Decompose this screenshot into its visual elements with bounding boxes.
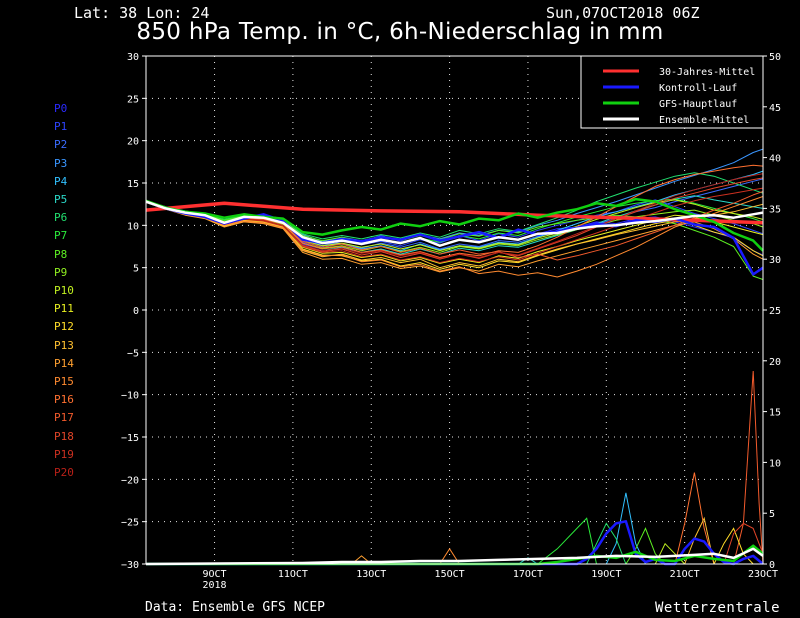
member-label-p15: P15 bbox=[54, 375, 74, 388]
member-label-p5: P5 bbox=[54, 193, 68, 206]
member-precip-line bbox=[674, 472, 715, 565]
y-right-tick-label: 0 bbox=[769, 560, 775, 571]
y-left-tick-label: −30 bbox=[121, 560, 139, 571]
precipitation-lines bbox=[351, 370, 764, 565]
member-label-p7: P7 bbox=[54, 229, 68, 243]
y-right-tick-label: 5 bbox=[769, 509, 775, 520]
member-label-p20: P20 bbox=[54, 466, 74, 479]
y-left-tick-label: −5 bbox=[127, 348, 139, 359]
member-line-p15 bbox=[145, 196, 764, 278]
x-tick-label: 13OCT bbox=[356, 569, 386, 580]
member-line-p11 bbox=[145, 201, 764, 264]
member-label-p12: P12 bbox=[54, 320, 74, 334]
y-left-tick-label: 0 bbox=[133, 306, 139, 317]
plot-frame bbox=[145, 55, 764, 565]
y-left-tick-label: −10 bbox=[121, 391, 139, 402]
y-right-tick-label: 10 bbox=[769, 458, 781, 469]
y-right-tick-label: 15 bbox=[769, 408, 781, 419]
member-precip-line bbox=[605, 492, 646, 565]
member-label-p3: P3 bbox=[54, 156, 68, 170]
y-right-tick-label: 20 bbox=[769, 357, 781, 368]
x-tick-label: 21OCT bbox=[670, 569, 700, 580]
y-right-tick-label: 35 bbox=[769, 204, 781, 215]
legend-label: Ensemble-Mittel bbox=[659, 115, 749, 126]
legend-label: GFS-Hauptlauf bbox=[659, 99, 737, 110]
y-left-tick-label: 20 bbox=[127, 137, 139, 148]
y-right-tick-label: 45 bbox=[769, 103, 781, 114]
chart-title: 850 hPa Temp. in °C, 6h-Niederschlag in … bbox=[136, 19, 664, 45]
member-label-p0: P0 bbox=[54, 102, 68, 115]
y-left-tick-label: 30 bbox=[127, 52, 139, 63]
member-precip-line bbox=[537, 517, 597, 565]
series-line bbox=[145, 197, 764, 252]
member-label-p1: P1 bbox=[54, 120, 68, 134]
member-label-p14: P14 bbox=[54, 356, 74, 370]
legend-label: Kontroll-Lauf bbox=[659, 83, 737, 94]
member-label-p11: P11 bbox=[54, 302, 74, 316]
member-label-p2: P2 bbox=[54, 138, 68, 152]
member-precip-line bbox=[723, 522, 764, 565]
y-right-tick-label: 25 bbox=[769, 306, 781, 317]
member-label-p13: P13 bbox=[54, 338, 74, 352]
x-tick-label: 11OCT bbox=[278, 569, 308, 580]
member-line-p14 bbox=[145, 202, 764, 273]
member-label-p8: P8 bbox=[54, 247, 68, 261]
y-left-tick-label: −15 bbox=[121, 433, 139, 444]
y-right-tick-label: 30 bbox=[769, 255, 781, 266]
x-tick-label: 23OCT bbox=[748, 569, 778, 580]
axes: 302520151050−5−10−15−20−25−3050454035302… bbox=[121, 52, 781, 591]
y-left-tick-label: −20 bbox=[121, 475, 139, 486]
x-tick-label: 17OCT bbox=[513, 569, 543, 580]
brand-name: Wetterzentrale bbox=[655, 600, 781, 616]
member-label-p19: P19 bbox=[54, 447, 74, 461]
y-left-tick-label: 10 bbox=[127, 221, 139, 232]
legend: 30-Jahres-Mittel Kontroll-Lauf GFS-Hauptla… bbox=[580, 55, 764, 129]
member-label-p4: P4 bbox=[54, 174, 68, 188]
run-datetime: Sun,07OCT2018 06Z bbox=[546, 4, 700, 22]
x-tick-label: 19OCT bbox=[591, 569, 621, 580]
legend-box bbox=[580, 55, 764, 129]
location-label: Lat: 38 Lon: 24 bbox=[74, 4, 210, 22]
member-label-p6: P6 bbox=[54, 211, 68, 225]
y-right-tick-label: 40 bbox=[769, 154, 781, 165]
member-label-p9: P9 bbox=[54, 265, 68, 279]
legend-label: 30-Jahres-Mittel bbox=[659, 67, 755, 78]
member-precip-line bbox=[625, 527, 666, 565]
member-precip-line bbox=[439, 547, 460, 565]
grid bbox=[146, 56, 764, 564]
member-precip-line bbox=[684, 516, 715, 565]
y-right-tick-label: 50 bbox=[769, 52, 781, 63]
x-tick-sublabel: 2018 bbox=[203, 580, 227, 591]
member-line-p3 bbox=[145, 148, 764, 242]
member-label-p18: P18 bbox=[54, 429, 74, 443]
member-line-p20 bbox=[145, 173, 764, 259]
data-source: Data: Ensemble GFS NCEP bbox=[145, 600, 326, 615]
series-line bbox=[145, 547, 764, 566]
series-line bbox=[145, 200, 764, 247]
member-label-p10: P10 bbox=[54, 284, 74, 297]
y-left-tick-label: −25 bbox=[121, 518, 139, 529]
y-left-tick-label: 25 bbox=[127, 94, 139, 105]
member-line-p13 bbox=[145, 201, 764, 269]
main-series-lines bbox=[145, 197, 764, 566]
member-label-p16: P16 bbox=[54, 393, 74, 407]
series-line bbox=[146, 520, 764, 566]
x-tick-label: 15OCT bbox=[435, 569, 465, 580]
x-tick-label: 9OCT bbox=[203, 569, 227, 580]
y-left-tick-label: 5 bbox=[133, 264, 139, 275]
y-left-tick-label: 15 bbox=[127, 179, 139, 190]
member-precip-line bbox=[733, 370, 764, 565]
member-label-p17: P17 bbox=[54, 411, 74, 425]
